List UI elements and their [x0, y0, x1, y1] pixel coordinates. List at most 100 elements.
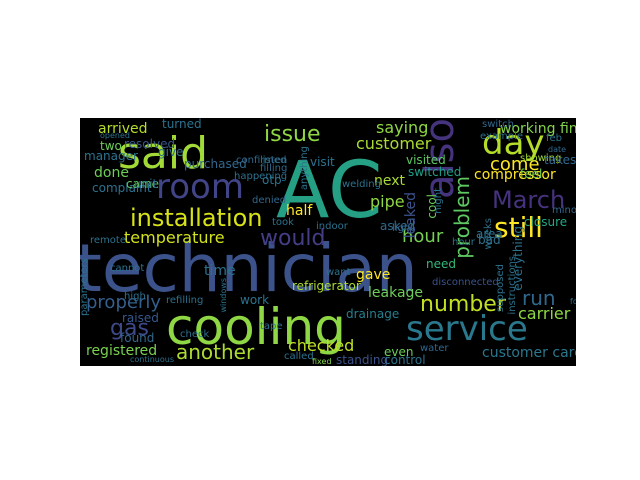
word-working-fine: working fine	[500, 121, 576, 137]
word-happening: happening	[234, 171, 288, 182]
word-light: light	[392, 223, 415, 234]
word-visited: visited	[406, 153, 446, 167]
word-closure: closure	[524, 215, 568, 229]
word-another: another	[176, 340, 255, 364]
word-minor: minor	[552, 205, 576, 216]
word-drainage: drainage	[346, 307, 400, 321]
word-give: give	[158, 145, 184, 159]
word-still: still	[494, 211, 543, 244]
word-area: area	[476, 227, 503, 241]
word-visit: visit	[310, 155, 335, 169]
word-number: number	[420, 292, 506, 317]
word-complaint: complaint	[92, 181, 152, 195]
word-arrived: arrived	[98, 121, 148, 137]
word-checked: checked	[288, 336, 355, 355]
word-takes: takes	[544, 153, 576, 167]
word-pipe: pipe	[370, 192, 405, 211]
word-listen: listen	[260, 155, 288, 166]
word-windows: windows	[219, 278, 228, 313]
word-otp: otp	[262, 173, 282, 187]
word-asked: asked	[380, 219, 416, 233]
word-gave: gave	[356, 267, 391, 283]
word-time: time	[204, 263, 236, 279]
word-registered: registered	[86, 343, 158, 359]
word-purchased: purchased	[184, 157, 247, 171]
word-carrier: carrier	[518, 304, 571, 323]
word-room: room	[156, 167, 244, 207]
word-gas: gas	[110, 316, 149, 341]
word-standing: standing	[336, 353, 389, 366]
word-opened: opened	[100, 131, 130, 140]
word-cloud: technician AC cooling said room also service da…	[80, 118, 576, 366]
word-night: night	[433, 188, 444, 214]
word-said: said	[118, 128, 209, 179]
word-showing: showing	[520, 153, 562, 164]
word-hour: hour	[402, 226, 444, 247]
word-unit: unit	[134, 177, 158, 191]
word-parameters: parameters	[80, 258, 90, 317]
word-water: water	[420, 343, 449, 354]
word-done: done	[94, 165, 129, 181]
word-fixed: fixed	[312, 357, 332, 366]
word-ac: AC	[276, 146, 383, 236]
word-service: service	[406, 309, 528, 349]
word-control: control	[384, 353, 426, 366]
word-hour: hour	[452, 237, 475, 248]
word-installation: installation	[130, 204, 263, 232]
word-manager: manager	[84, 149, 138, 163]
word-temperature: temperature	[124, 228, 225, 247]
word-work: work	[240, 293, 270, 307]
word-filling: filling	[260, 163, 288, 174]
word-supposed: supposed	[495, 264, 506, 313]
word-refrigerator: refrigerator	[292, 279, 361, 293]
word-saying: saying	[376, 118, 429, 137]
word-check: check	[180, 329, 210, 340]
word-compressor: compressor	[474, 167, 556, 183]
word-high: high	[124, 291, 146, 302]
word-turned: turned	[162, 118, 202, 131]
word-remote: remote	[90, 235, 126, 246]
word-customer: customer	[356, 134, 432, 153]
word-continuous: continuous	[130, 355, 174, 364]
word-cannot: cannot	[110, 263, 145, 274]
word-disconnected: disconnected	[432, 277, 499, 288]
word-would: would	[260, 226, 326, 251]
word-technician: technician	[80, 230, 418, 307]
word-switched: switched	[408, 165, 462, 179]
word-come: come	[490, 154, 540, 175]
word-bad: bad	[478, 233, 501, 247]
word-found: found	[120, 331, 155, 345]
word-switch: switch	[482, 119, 514, 130]
word-customer-care: customer care	[482, 345, 576, 361]
word-leakage: leakage	[368, 285, 424, 301]
word-issue: issue	[264, 122, 321, 147]
word-took: took	[272, 217, 294, 228]
word-anything: anything	[299, 146, 310, 191]
word-denied: denied	[252, 195, 287, 206]
word-date: date	[548, 145, 567, 154]
word-everything: everything	[511, 226, 525, 291]
word-cooling: cooling	[166, 298, 346, 356]
word-half: half	[286, 203, 313, 219]
word-even: even	[384, 345, 414, 359]
word-run: run	[522, 286, 556, 310]
word-called: called	[284, 351, 314, 362]
word-day: day	[482, 123, 545, 163]
word-forced: forced	[570, 297, 576, 306]
word-feb: feb	[546, 133, 563, 144]
word-feel: feel	[520, 167, 543, 181]
word-march: March	[492, 186, 566, 214]
word-confirmed: confirmed	[236, 155, 287, 166]
word-came: came	[126, 177, 160, 191]
word-resolved: resolved	[124, 137, 176, 151]
word-tape: tape	[260, 321, 283, 332]
word-two: two	[100, 139, 122, 153]
word-want: want	[326, 267, 351, 278]
word-example: example	[480, 131, 524, 142]
word-raised: raised	[122, 311, 159, 325]
word-refilling: refilling	[166, 295, 204, 306]
word-next: next	[374, 173, 406, 189]
word-welding: welding	[342, 179, 381, 190]
word-need: need	[426, 257, 456, 271]
